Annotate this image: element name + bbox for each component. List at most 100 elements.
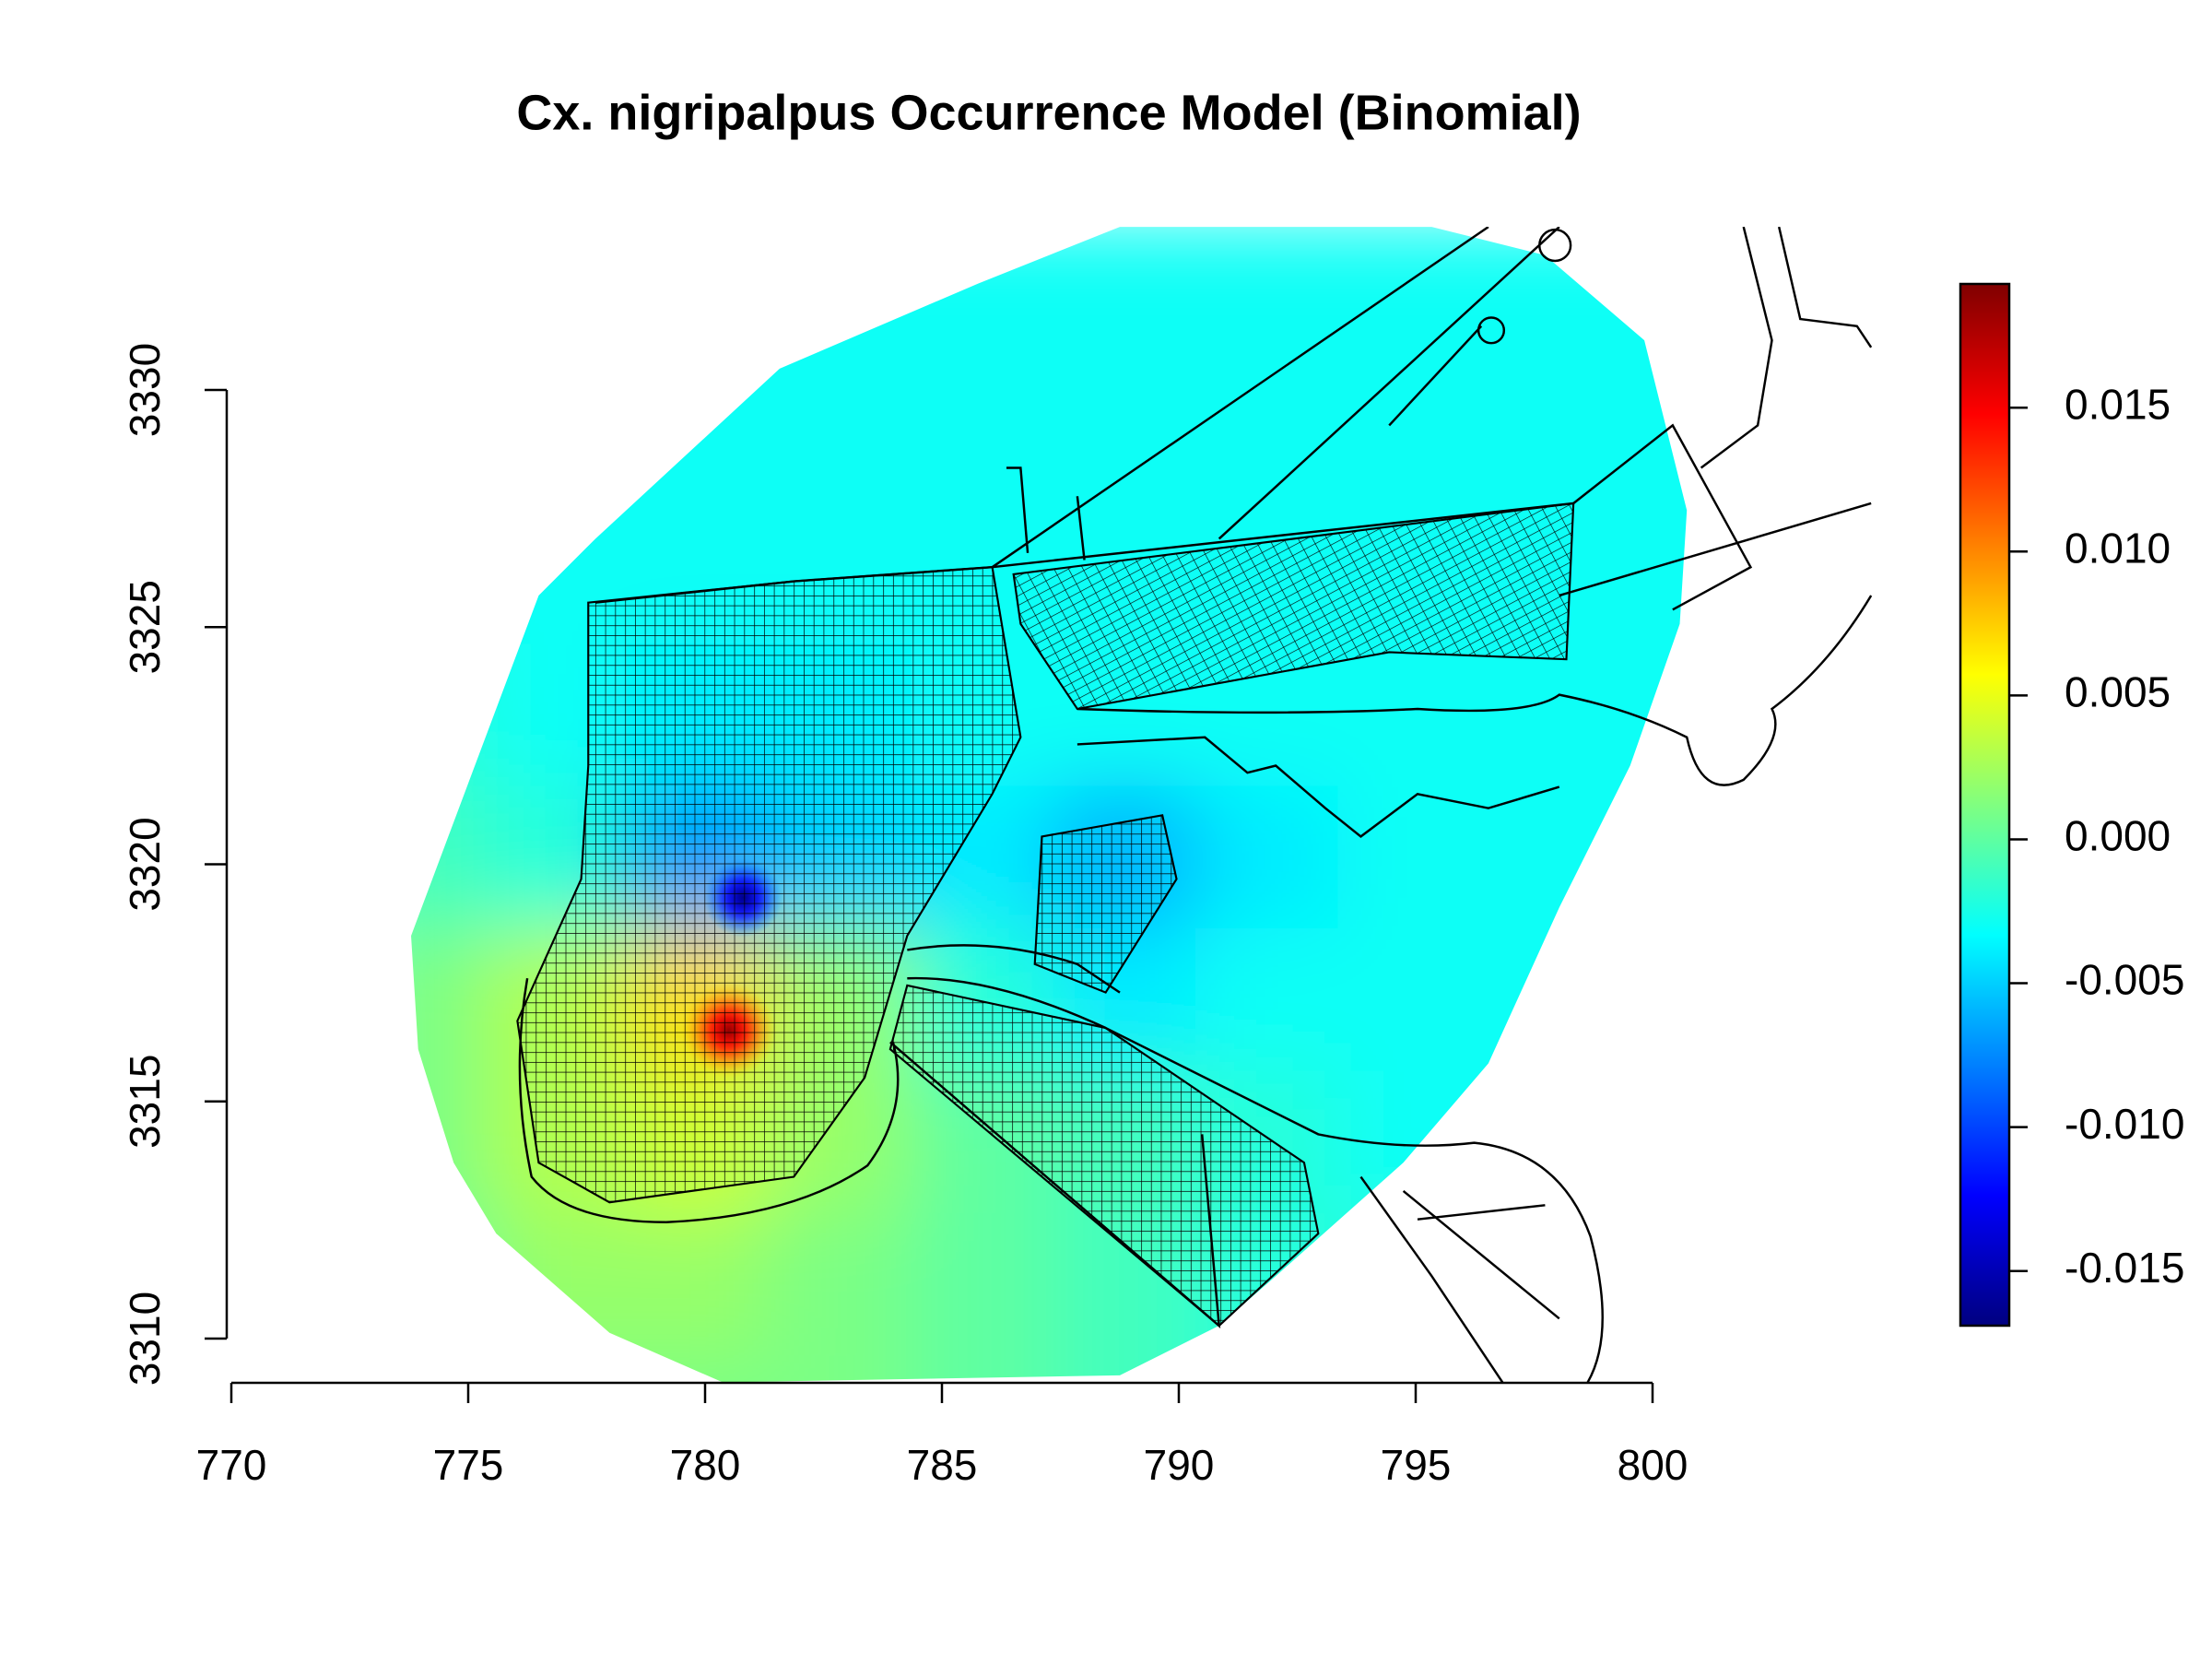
surface-cell	[484, 1355, 641, 1383]
surface-cell	[1337, 227, 1494, 373]
x-tick-label: 770	[196, 1441, 267, 1489]
surface-cell	[1621, 1070, 1688, 1228]
streets	[516, 227, 1873, 1383]
city-blocks	[516, 566, 1022, 1204]
colorbar-ticks: -0.015 -0.010 -0.005 0.000 0.005 0.010 0.015	[2009, 380, 2184, 1292]
surface-cell	[769, 1355, 926, 1383]
colorbar-tick-label: 0.000	[2065, 812, 2171, 860]
surface-cell	[1764, 1355, 1921, 1512]
colorbar-tick-label: -0.005	[2065, 956, 2184, 1004]
surface-cell	[1337, 927, 1494, 1085]
surface-cell	[1764, 217, 1921, 373]
colorbar	[1959, 282, 2011, 1328]
surface-cell	[1053, 359, 1210, 516]
surface-cell	[411, 359, 500, 516]
surface-cell	[1194, 927, 1352, 1085]
surface-cell	[1479, 1355, 1637, 1383]
surface-cell	[911, 1212, 1068, 1370]
surface-cell	[1337, 1212, 1494, 1370]
surface-cell	[411, 227, 500, 373]
surface-cell	[1764, 502, 1921, 658]
surface-cell	[411, 1212, 500, 1370]
surface-cell	[1479, 1212, 1637, 1370]
surface-cell	[627, 1212, 783, 1370]
x-tick-label: 780	[670, 1441, 741, 1489]
road	[889, 1041, 1221, 1328]
surface-cell	[484, 1212, 641, 1370]
surface-cell	[1479, 927, 1637, 1085]
surface-cell	[1621, 501, 1688, 658]
y-tick-label: 3320	[121, 817, 169, 911]
surface-cell	[1479, 785, 1637, 943]
surface-cell	[1479, 227, 1637, 373]
surface-cell	[411, 785, 500, 943]
x-tick-label: 785	[907, 1441, 978, 1489]
surface-cell	[1764, 643, 1921, 800]
surface-cell	[769, 227, 926, 373]
surface-cell	[1621, 1212, 1688, 1370]
interchange	[1477, 316, 1506, 345]
colorbar-tick-label: 0.005	[2065, 668, 2171, 716]
chart-title: Cx. nigripalpus Occurrence Model (Binomi…	[516, 85, 1581, 140]
river-bank	[907, 944, 1121, 994]
surface-cell	[411, 1070, 500, 1228]
surface-cell	[484, 227, 641, 373]
surface-cell	[1764, 360, 1921, 516]
surface-cell	[1621, 359, 1688, 516]
y-tick-label: 3325	[121, 580, 169, 674]
x-tick-label: 795	[1381, 1441, 1452, 1489]
surface-cell	[627, 359, 783, 516]
axes: 770 775 780 785 790 795 800 3310 3315 3320 3325 333…	[121, 343, 1688, 1489]
road	[1006, 466, 1086, 561]
surface-cell	[411, 643, 500, 801]
x-tick-label: 775	[433, 1441, 504, 1489]
surface-cell	[1479, 359, 1637, 516]
surface-cell	[1621, 643, 1688, 801]
surface-cell	[1337, 643, 1494, 801]
surface-cell	[769, 1212, 926, 1370]
surface-cell	[1053, 227, 1210, 373]
shoreline	[1077, 595, 1873, 786]
road	[1359, 1175, 1560, 1383]
road	[1559, 423, 1872, 611]
colorbar-tick-label: 0.010	[2065, 524, 2171, 572]
surface-cell	[1764, 786, 1921, 943]
surface-cell	[1621, 927, 1688, 1085]
y-tick-label: 3310	[121, 1292, 169, 1386]
surface-cell	[1337, 359, 1494, 516]
colorbar-tick-label: -0.010	[2065, 1100, 2184, 1148]
surface-cell	[911, 227, 1068, 373]
x-tick-label: 790	[1144, 1441, 1215, 1489]
canal	[1077, 736, 1560, 838]
x-tick-label: 800	[1618, 1441, 1688, 1489]
surface-cell	[1621, 785, 1688, 943]
y-tick-label: 3315	[121, 1055, 169, 1149]
surface-cell	[1194, 1355, 1352, 1383]
surface-cell	[627, 227, 783, 373]
river-bank	[518, 978, 900, 1223]
surface-cell	[1764, 1070, 1921, 1227]
surface-cell	[484, 359, 641, 516]
surface-cell	[1479, 643, 1637, 801]
surface-cell	[411, 501, 500, 658]
lakefront	[594, 502, 1574, 604]
surface-cell	[1621, 227, 1688, 373]
surface-cell	[1337, 1070, 1494, 1228]
road	[1700, 227, 1873, 469]
surface-cell	[1764, 928, 1921, 1085]
y-tick-label: 3330	[121, 343, 169, 437]
surface-cell	[1337, 785, 1494, 943]
ninth-ward-blocks	[1033, 814, 1178, 994]
colorbar-tick-label: 0.015	[2065, 380, 2171, 428]
river-bank	[907, 976, 1604, 1383]
surface-cell	[411, 927, 500, 1085]
surface-cell	[911, 359, 1068, 516]
road	[991, 227, 1560, 569]
surface-cell	[1764, 1213, 1921, 1370]
interchange	[1538, 228, 1572, 263]
colorbar-tick-label: -0.015	[2065, 1244, 2184, 1292]
surface-cell	[769, 359, 926, 516]
surface-cell	[1194, 227, 1352, 373]
